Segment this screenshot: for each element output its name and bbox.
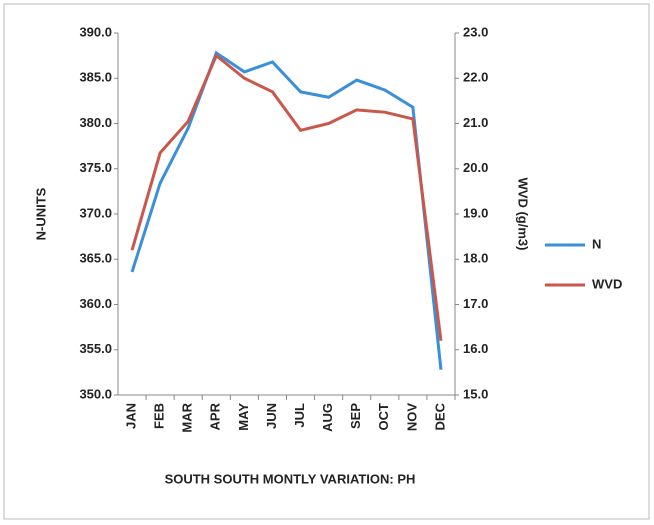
- series-line: [130, 50, 443, 370]
- legend-label: WVD: [592, 276, 622, 291]
- x-tick-label: NOV: [404, 403, 419, 432]
- y-tick-label: 385.0: [79, 70, 112, 85]
- y-tick-label: 360.0: [79, 296, 112, 311]
- y2-tick-label: 16.0: [463, 341, 488, 356]
- y2-tick-label: 23.0: [463, 24, 488, 39]
- legend-label: N: [592, 236, 601, 251]
- x-tick-label: DEC: [432, 402, 447, 430]
- x-tick-label: JUL: [292, 403, 307, 428]
- x-tick-label: APR: [208, 402, 223, 430]
- y-tick-label: 380.0: [79, 115, 112, 130]
- y2-tick-label: 15.0: [463, 386, 488, 401]
- y2-tick-label: 18.0: [463, 251, 488, 266]
- y2-tick-label: 22.0: [463, 70, 488, 85]
- x-tick-label: FEB: [152, 403, 167, 429]
- y-tick-label: 355.0: [79, 341, 112, 356]
- x-tick-label: JUN: [264, 403, 279, 429]
- y2-tick-label: 17.0: [463, 296, 488, 311]
- y2-tick-label: 20.0: [463, 160, 488, 175]
- x-tick-label: JAN: [123, 403, 138, 429]
- y2-tick-label: 19.0: [463, 205, 488, 220]
- y-tick-label: 375.0: [79, 160, 112, 175]
- series-line: [130, 53, 443, 341]
- x-tick-label: AUG: [320, 403, 335, 432]
- y2-tick-label: 21.0: [463, 115, 488, 130]
- y-axis-label: N-UNITS: [33, 187, 48, 240]
- y-tick-label: 350.0: [79, 386, 112, 401]
- x-tick-label: OCT: [376, 403, 391, 431]
- x-tick-label: MAR: [180, 402, 195, 432]
- y-tick-label: 370.0: [79, 205, 112, 220]
- y-tick-label: 390.0: [79, 24, 112, 39]
- chart-title: SOUTH SOUTH MONTLY VARIATION: PH: [165, 471, 416, 486]
- y2-axis-label: WVD (g/m3): [516, 178, 531, 251]
- x-tick-label: MAY: [236, 403, 251, 431]
- y-tick-label: 365.0: [79, 251, 112, 266]
- chart-frame: [3, 3, 650, 520]
- x-tick-label: SEP: [348, 403, 363, 429]
